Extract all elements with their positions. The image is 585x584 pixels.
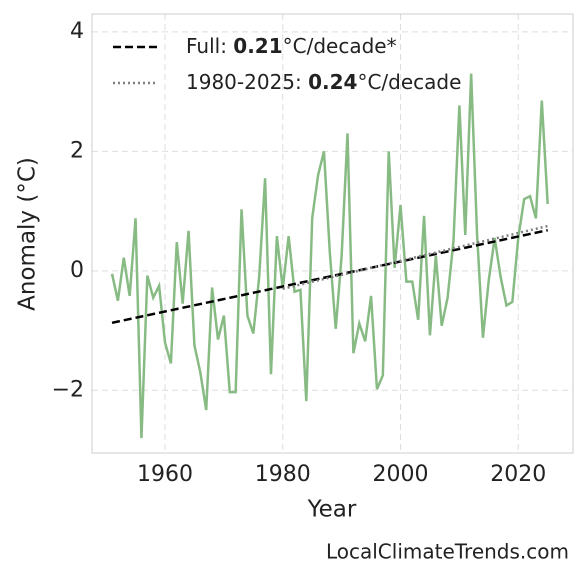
y-tick-label: 0: [70, 258, 84, 283]
legend-label: Full: 0.21°C/decade*: [186, 34, 397, 58]
source: LocalClimateTrends.com: [326, 540, 569, 564]
legend-text: 0.24: [308, 70, 357, 94]
y-axis-label: Anomaly (°C): [15, 157, 41, 311]
trend-line: [111, 228, 548, 325]
x-tick-label: 1960: [137, 462, 193, 487]
x-tick-label: 1980: [255, 462, 311, 487]
x-tick-label: 2020: [490, 462, 546, 487]
legend-text: 0.21: [233, 34, 282, 58]
plot-frame: [91, 13, 574, 454]
y-tick-label: −2: [52, 377, 84, 402]
trend-line: [282, 224, 548, 290]
legend-text: °C/decade*: [283, 34, 397, 58]
legend-text: °C/decade: [357, 70, 461, 94]
data-line: [110, 73, 549, 439]
y-tick-label: 4: [70, 19, 84, 44]
x-axis-label: Year: [307, 497, 357, 523]
y-tick-label: 2: [70, 138, 84, 163]
x-tick-label: 2000: [372, 462, 428, 487]
legend-label: 1980-2025: 0.24°C/decade: [186, 70, 461, 94]
legend-text: 1980-2025:: [186, 70, 308, 94]
legend-text: Full:: [186, 34, 233, 58]
